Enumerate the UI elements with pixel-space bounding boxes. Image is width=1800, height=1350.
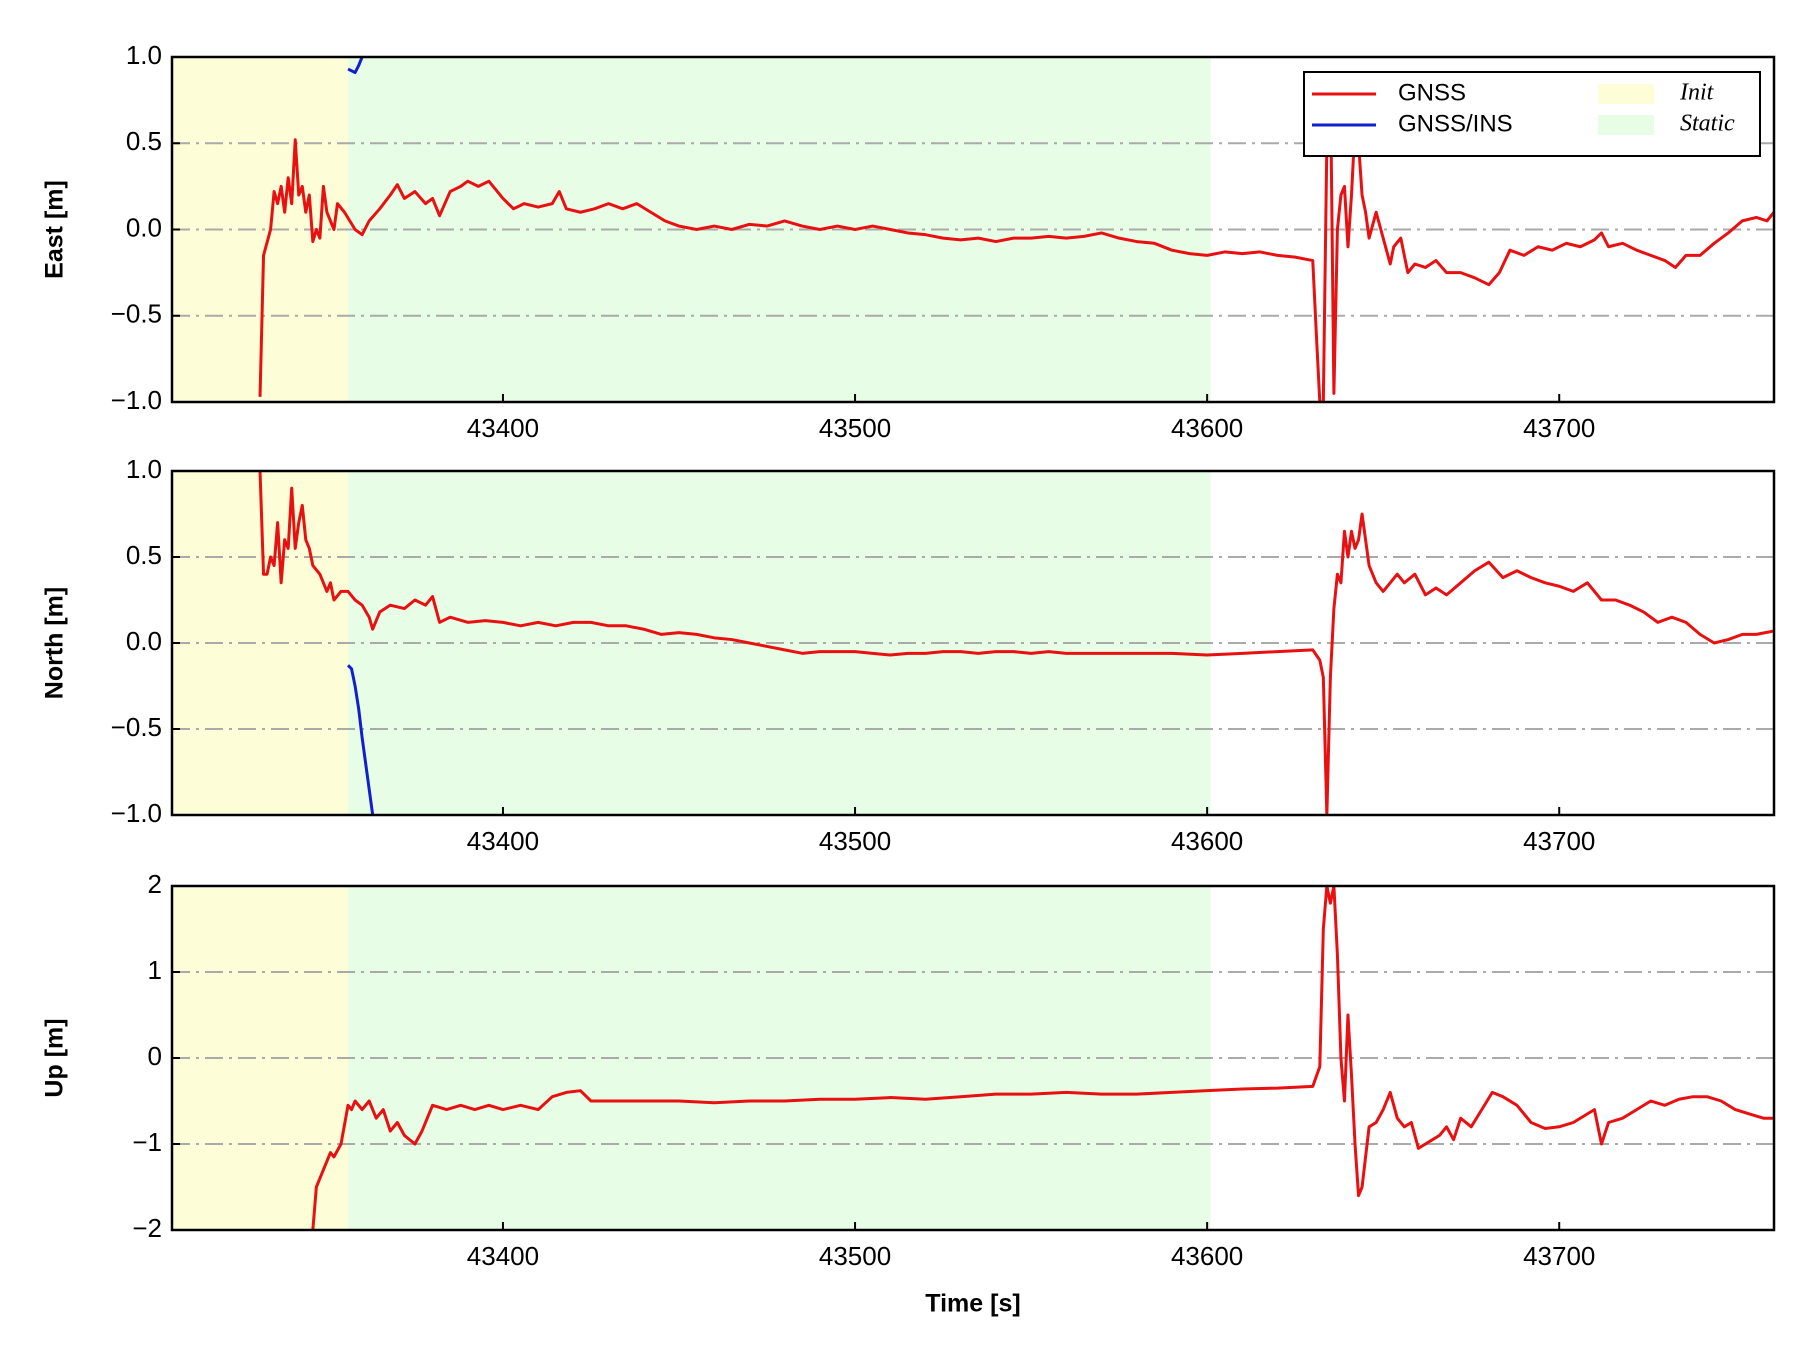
legend-swatch (1598, 84, 1654, 104)
y-tick-label: 2 (148, 869, 162, 899)
subplot: −1.0 −0.5 0.0 0.5 1.0 43400 43500 43600 43700 Eas… (41, 40, 1776, 443)
series-line (258, 72, 1774, 403)
x-tick-label: 43400 (467, 413, 539, 443)
y-tick-label: −0.5 (111, 712, 162, 742)
y-axis-label: Up [m] (41, 1018, 69, 1097)
y-axis-label: East [m] (41, 180, 69, 279)
x-axis-label: Time [s] (925, 1290, 1020, 1318)
subplot: −1.0 −0.5 0.0 0.5 1.0 43400 43500 43600 43700 Nor… (41, 454, 1776, 856)
x-tick-label: 43700 (1523, 413, 1595, 443)
legend-label: GNSS/INS (1398, 110, 1513, 137)
x-tick-label: 43400 (467, 1241, 539, 1271)
x-tick-label: 43500 (819, 1241, 891, 1271)
y-tick-label: 1.0 (126, 40, 162, 70)
legend-swatch (1598, 115, 1654, 135)
y-tick-label: 1 (148, 955, 162, 985)
x-tick-label: 43400 (467, 826, 539, 856)
legend-label: Init (1679, 80, 1715, 106)
y-tick-label: −1.0 (111, 798, 162, 828)
x-tick-label: 43500 (819, 413, 891, 443)
axes-frame (170, 469, 1776, 817)
x-tick-label: 43700 (1523, 1241, 1595, 1271)
y-tick-label: 0.0 (126, 212, 162, 242)
y-axis-label: North [m] (41, 587, 69, 699)
subplot: −2 −1 0 1 2 43400 43500 43600 43700 Up [m] Time [s… (41, 869, 1776, 1318)
series-line (311, 885, 1774, 1231)
x-tick-label: 43600 (1171, 826, 1243, 856)
series-line (258, 470, 1774, 816)
legend-box (1303, 71, 1761, 157)
y-tick-label: −1 (132, 1127, 162, 1157)
axes-frame (170, 884, 1776, 1232)
series-line (347, 56, 364, 75)
y-tick-label: −1.0 (111, 385, 162, 415)
axes-frame (170, 55, 1776, 404)
x-tick-label: 43600 (1171, 1241, 1243, 1271)
y-tick-label: 0.5 (126, 540, 162, 570)
x-tick-label: 43500 (819, 826, 891, 856)
legend-label: Static (1680, 111, 1735, 137)
y-tick-label: −2 (132, 1213, 162, 1243)
y-tick-label: −0.5 (111, 299, 162, 329)
legend: GNSS GNSS/INS Init Static (1303, 71, 1761, 157)
y-tick-label: 0.0 (126, 626, 162, 656)
y-tick-label: 0 (148, 1041, 162, 1071)
x-tick-label: 43600 (1171, 413, 1243, 443)
y-tick-label: 0.5 (126, 126, 162, 156)
y-tick-label: 1.0 (126, 454, 162, 484)
series-line (346, 664, 375, 816)
legend-label: GNSS (1398, 79, 1466, 106)
x-tick-label: 43700 (1523, 826, 1595, 856)
